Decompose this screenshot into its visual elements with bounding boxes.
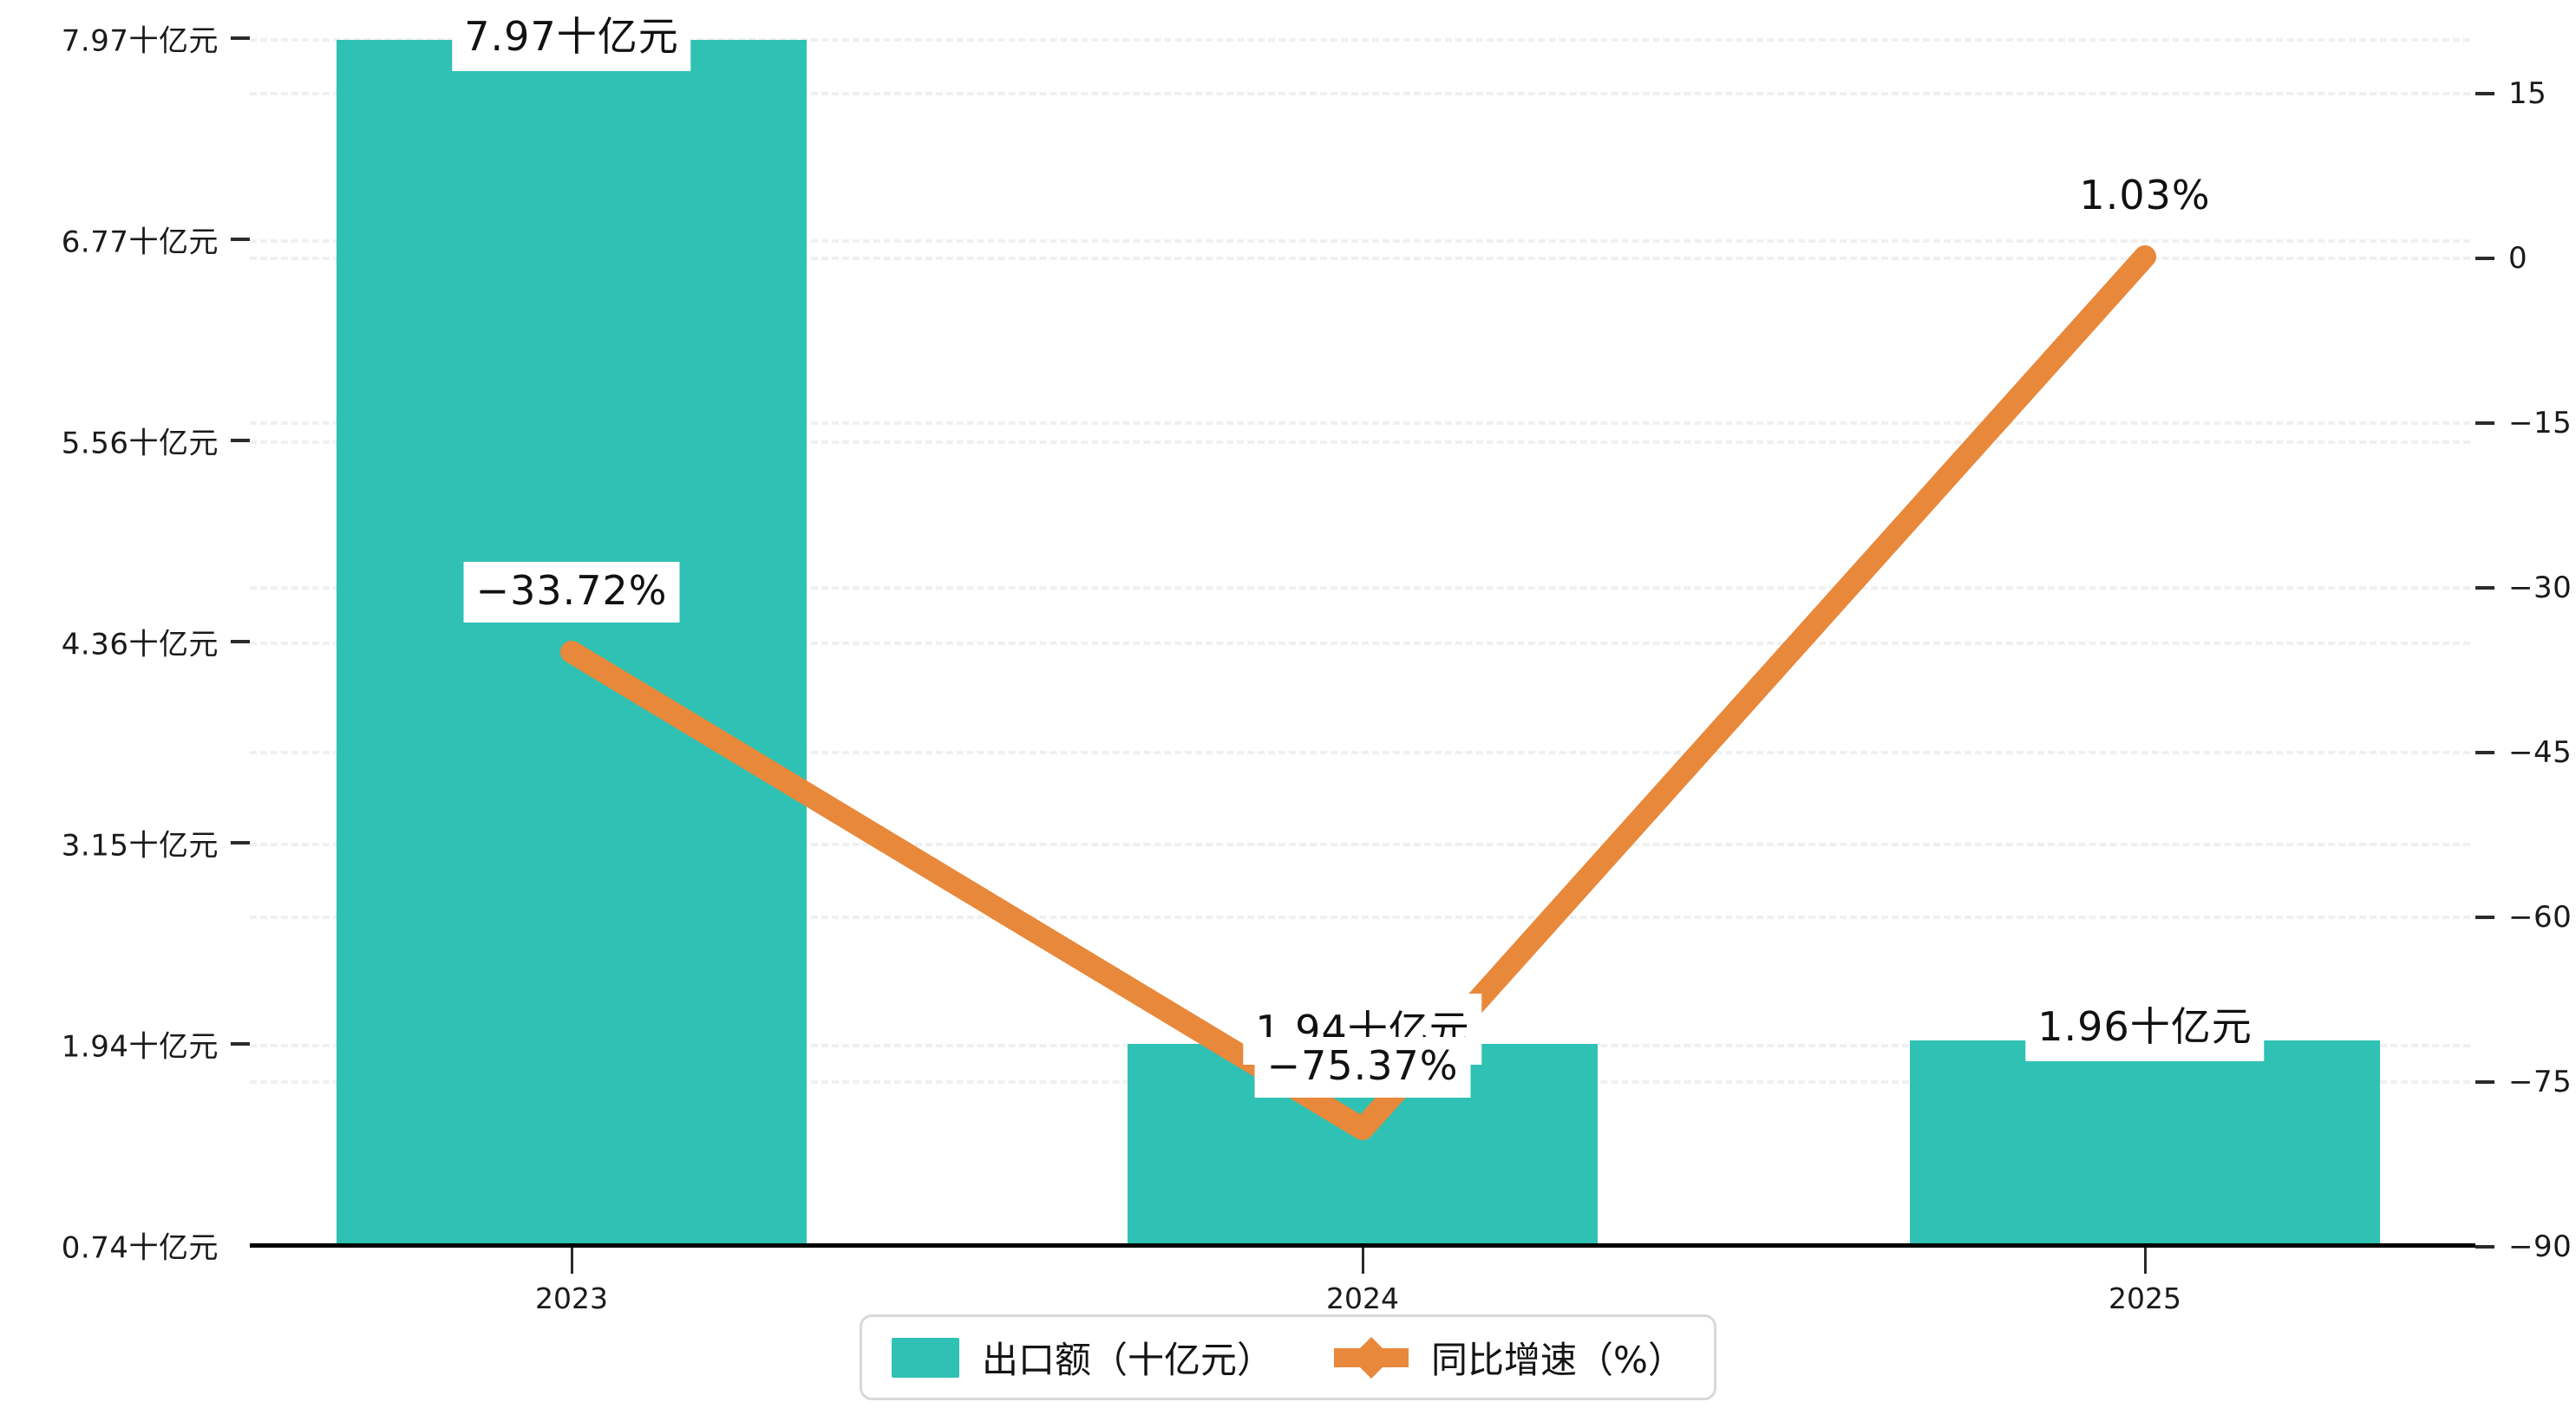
y-axis-left-tick-1: [231, 238, 250, 241]
y-axis-left-tick-2: [231, 439, 250, 442]
x-axis-tick-2025: [2144, 1248, 2147, 1274]
y-axis-left-label-6: 0.74十亿元: [61, 1230, 219, 1266]
line-series-yoy-growth: [560, 245, 2156, 1140]
bar-2025[interactable]: [1910, 1040, 2380, 1245]
y-axis-right-tick-0: [2475, 92, 2494, 95]
gridline-left-4: [250, 843, 2470, 846]
y-axis-right-tick-3: [2475, 586, 2494, 590]
legend-label-yoy-growth: 同比增速（%）: [1431, 1339, 1684, 1381]
y-axis-right-tick-2: [2475, 421, 2494, 425]
y-axis-left-label-1: 6.77十亿元: [61, 225, 219, 260]
y-axis-right-label-5: −60: [2508, 900, 2573, 935]
y-axis-right-label-2: −15: [2508, 406, 2573, 440]
gridline-right-1: [250, 257, 2470, 260]
gridline-right-3: [250, 586, 2470, 590]
line-path-yoy-growth: [560, 245, 2156, 1140]
gridline-left-1: [250, 239, 2470, 243]
plot-area: 7.97十亿元 1.94十亿元 1.96十亿元 −33.72% −75.37% …: [250, 0, 2470, 1247]
x-axis-label-2024: 2024: [1326, 1281, 1399, 1315]
gridline-right-0: [250, 92, 2470, 95]
y-axis-left-label-3: 4.36十亿元: [61, 627, 219, 662]
y-axis-right-label-6: −75: [2508, 1065, 2573, 1099]
legend-item-yoy-growth[interactable]: 同比增速（%）: [1334, 1331, 1684, 1384]
y-axis-right-label-4: −45: [2508, 735, 2573, 770]
y-axis-left-tick-4: [231, 841, 250, 844]
gridline-right-4: [250, 751, 2470, 754]
line-label-2024: −75.37%: [1254, 1037, 1471, 1098]
y-axis-right-tick-5: [2475, 916, 2494, 919]
legend-item-export-value[interactable]: 出口额（十亿元）: [892, 1331, 1273, 1384]
y-axis-left-label-4: 3.15十亿元: [61, 828, 219, 864]
y-axis-right: 15 0 −15 −30 −45 −60 −75 −90: [2475, 0, 2576, 1264]
x-axis-tick-2023: [571, 1248, 573, 1274]
chart-legend: 出口额（十亿元） 同比增速（%）: [860, 1314, 1716, 1400]
y-axis-right-label-7: −90: [2508, 1229, 2573, 1264]
y-axis-left: 7.97十亿元 6.77十亿元 5.56十亿元 4.36十亿元 3.15十亿元 …: [0, 0, 250, 1266]
gridline-left-2: [250, 440, 2470, 444]
gridline-left-3: [250, 642, 2470, 645]
y-axis-left-label-0: 7.97十亿元: [61, 23, 219, 59]
gridline-left-0: [250, 38, 2470, 42]
legend-label-export-value: 出口额（十亿元）: [982, 1339, 1274, 1381]
legend-swatch-line-diamond-icon: [1334, 1336, 1409, 1379]
line-label-2025: 1.03%: [2079, 172, 2211, 218]
bar-label-2025: 1.96十亿元: [2025, 990, 2265, 1061]
x-axis-label-2025: 2025: [2109, 1281, 2181, 1315]
y-axis-right-label-3: −30: [2508, 571, 2573, 605]
y-axis-right-tick-6: [2475, 1080, 2494, 1084]
x-axis-label-2023: 2023: [535, 1281, 608, 1315]
y-axis-right-tick-4: [2475, 751, 2494, 754]
y-axis-left-label-5: 1.94十亿元: [61, 1029, 219, 1065]
y-axis-left-label-2: 5.56十亿元: [61, 426, 219, 461]
y-axis-left-tick-5: [231, 1042, 250, 1046]
legend-swatch-bar-icon: [892, 1337, 960, 1378]
y-axis-left-tick-0: [231, 36, 250, 40]
line-label-2023: −33.72%: [463, 562, 680, 623]
y-axis-right-tick-7: [2475, 1245, 2494, 1249]
x-axis-baseline: [250, 1243, 2475, 1248]
gridline-right-5: [250, 916, 2470, 919]
gridline-right-2: [250, 421, 2470, 425]
y-axis-right-label-0: 15: [2508, 76, 2547, 111]
x-axis-tick-2024: [1362, 1248, 1364, 1274]
y-axis-right-tick-1: [2475, 257, 2494, 260]
bar-label-2023: 7.97十亿元: [452, 0, 691, 71]
y-axis-left-tick-3: [231, 640, 250, 643]
y-axis-right-label-1: 0: [2508, 241, 2528, 276]
